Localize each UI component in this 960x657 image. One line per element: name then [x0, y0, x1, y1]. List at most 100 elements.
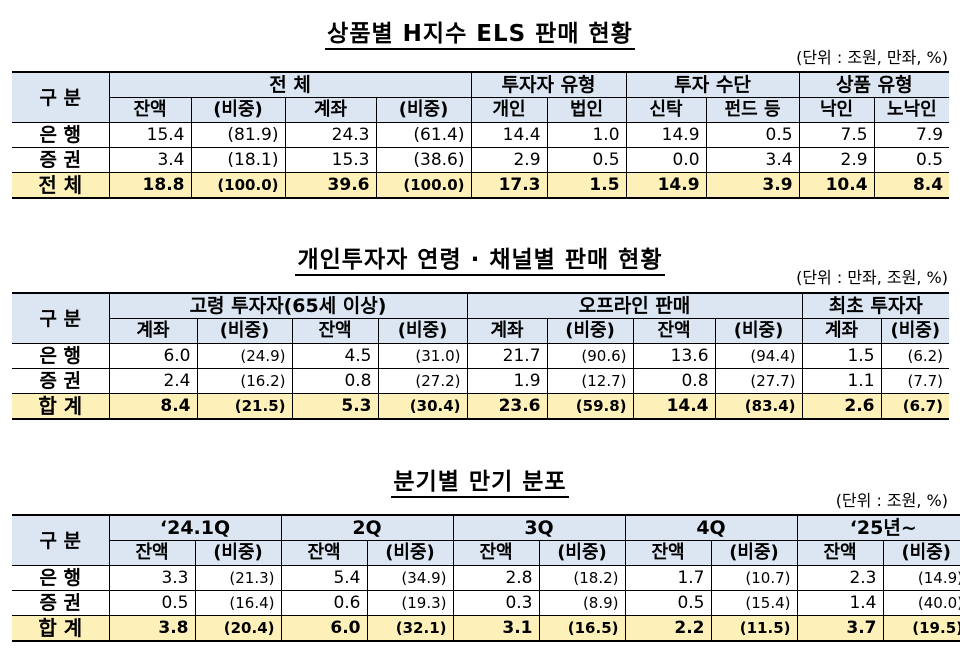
cell: 17.3 [470, 172, 548, 199]
table1-sub-corporate: 법인 [546, 97, 627, 123]
table-row: 증 권 2.4 (16.2) 0.8 (27.2) 1.9 (12.7) 0.8… [12, 368, 950, 394]
cell: (100.0) [190, 172, 286, 199]
cell: 39.6 [284, 172, 377, 199]
cell: (18.1) [190, 147, 286, 173]
cell: (90.6) [546, 343, 634, 369]
table-row: 증 권 3.4 (18.1) 15.3 (38.6) 2.9 0.5 0.0 3… [12, 147, 950, 173]
cell: 10.4 [798, 172, 875, 199]
table3-group-q2: 2Q [280, 514, 454, 541]
cell: 21.7 [466, 343, 548, 369]
table1-sub-individual: 개인 [470, 97, 548, 123]
table3-sub-balance: 잔액 [452, 540, 540, 566]
cell: (100.0) [375, 172, 472, 199]
table-row: 은 행 15.4 (81.9) 24.3 (61.4) 14.4 1.0 14.… [12, 122, 950, 148]
cell: (27.7) [714, 368, 803, 394]
cell: (16.4) [194, 590, 282, 616]
cell: 8.4 [873, 172, 950, 199]
cell: 3.8 [108, 615, 196, 642]
table2-sub-accounts: 계좌 [109, 318, 198, 344]
table1-sub-accounts: 계좌 [284, 97, 377, 123]
table2-sub-share: (비중) [546, 318, 634, 344]
cell: (20.4) [194, 615, 282, 642]
cell: 15.3 [284, 147, 377, 173]
cell: 8.4 [108, 393, 198, 420]
table2-group-first-time: 최초 투자자 [801, 292, 950, 319]
table1-sub-no-knock-in: 노낙인 [873, 97, 950, 123]
table-row: 은 행 3.3 (21.3) 5.4 (34.9) 2.8 (18.2) 1.7… [12, 565, 960, 591]
table2-sub-header: 계좌 (비중) 잔액 (비중) 계좌 (비중) 잔액 (비중) 계좌 (비중) [12, 318, 950, 344]
row-label: 합 계 [12, 393, 110, 420]
table3-sub-share: (비중) [538, 540, 626, 566]
table3-group-q4: 4Q [624, 514, 798, 541]
table1-sub-share: (비중) [190, 97, 286, 123]
cell: 7.9 [873, 122, 950, 148]
table-total-row: 전 체 18.8 (100.0) 39.6 (100.0) 17.3 1.5 1… [12, 172, 950, 199]
cell: (8.9) [538, 590, 626, 616]
cell: (83.4) [714, 393, 803, 420]
cell: 3.7 [796, 615, 884, 642]
cell: (27.2) [377, 368, 468, 394]
cell: (16.2) [196, 368, 293, 394]
table3-sub-header: 잔액 (비중) 잔액 (비중) 잔액 (비중) 잔액 (비중) 잔액 (비중) [12, 540, 960, 566]
table2-sub-share: (비중) [880, 318, 950, 344]
cell: 1.7 [624, 565, 712, 591]
cell: (15.4) [710, 590, 798, 616]
table3-sub-share: (비중) [194, 540, 282, 566]
cell: 0.3 [452, 590, 540, 616]
cell: 3.9 [705, 172, 800, 199]
cell: 14.4 [470, 122, 548, 148]
cell: 0.0 [625, 147, 707, 173]
table1-title: 상품별 H지수 ELS 판매 현황 [0, 14, 960, 50]
cell: 0.8 [291, 368, 379, 394]
table2-group-header: 구 분 고령 투자자(65세 이상) 오프라인 판매 최초 투자자 [12, 292, 950, 344]
row-label: 증 권 [12, 368, 110, 394]
table1-unit: (단위 : 조원, 만좌, %) [796, 48, 948, 67]
table1-sub-share: (비중) [375, 97, 472, 123]
table1-group-total: 전 체 [108, 71, 472, 98]
table2-sub-accounts: 계좌 [801, 318, 882, 344]
cell: 0.5 [546, 147, 627, 173]
table1-group-investment-means: 투자 수단 [625, 71, 800, 98]
table-total-row: 합 계 8.4 (21.5) 5.3 (30.4) 23.6 (59.8) 14… [12, 393, 950, 420]
cell: 2.2 [624, 615, 712, 642]
table3-group-2025: ‘25년~ [796, 514, 960, 541]
cell: 3.4 [705, 147, 800, 173]
table3-sub-balance: 잔액 [796, 540, 884, 566]
table1-sub-balance: 잔액 [109, 97, 192, 123]
table3-sub-balance: 잔액 [624, 540, 712, 566]
cell: 0.5 [873, 147, 950, 173]
table3-corner: 구 분 [12, 514, 110, 566]
table3-group-q1: ‘24.1Q [108, 514, 282, 541]
row-label: 증 권 [12, 147, 110, 173]
table3: 구 분 ‘24.1Q 2Q 3Q 4Q ‘25년~ 잔액 (비중) 잔액 (비중… [12, 514, 960, 642]
cell: (19.5) [882, 615, 960, 642]
cell: (81.9) [190, 122, 286, 148]
table-row: 증 권 0.5 (16.4) 0.6 (19.3) 0.3 (8.9) 0.5 … [12, 590, 960, 616]
cell: 18.8 [108, 172, 192, 199]
row-label: 합 계 [12, 615, 110, 642]
cell: 1.4 [796, 590, 884, 616]
cell: 0.6 [280, 590, 368, 616]
table1-sub-fund: 펀드 등 [705, 97, 800, 123]
table-row: 은 행 6.0 (24.9) 4.5 (31.0) 21.7 (90.6) 13… [12, 343, 950, 369]
cell: 2.8 [452, 565, 540, 591]
cell: (12.7) [546, 368, 634, 394]
table2-sub-share: (비중) [714, 318, 803, 344]
table1-group-header: 구 분 전 체 투자자 유형 투자 수단 상품 유형 [12, 71, 950, 123]
table2-sub-balance: 잔액 [632, 318, 716, 344]
cell: (40.0) [882, 590, 960, 616]
cell: 2.9 [798, 147, 875, 173]
cell: 2.4 [108, 368, 198, 394]
table1-corner: 구 분 [12, 71, 110, 123]
table3-sub-share: (비중) [710, 540, 798, 566]
cell: 3.1 [452, 615, 540, 642]
cell: 3.3 [108, 565, 196, 591]
cell: (34.9) [366, 565, 454, 591]
cell: 1.9 [466, 368, 548, 394]
cell: (31.0) [377, 343, 468, 369]
cell: 5.3 [291, 393, 379, 420]
cell: (14.9) [882, 565, 960, 591]
table3-sub-balance: 잔액 [109, 540, 196, 566]
cell: 14.9 [625, 172, 707, 199]
table2-sub-share: (비중) [377, 318, 468, 344]
